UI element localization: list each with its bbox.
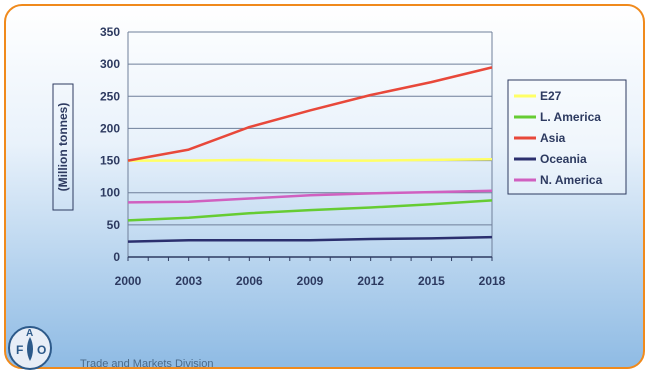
y-tick-label: 50	[107, 218, 121, 232]
y-tick-label: 0	[113, 250, 120, 264]
y-tick-label: 300	[100, 57, 120, 71]
svg-text:O: O	[37, 343, 46, 357]
chart-legend: E27 L. America Asia Oceania N. America	[507, 79, 627, 195]
chart-axes: 0 50 100 150 200 250 300 350 2000 2003 2006 2009 201…	[100, 25, 506, 288]
x-tick-label: 2012	[357, 274, 384, 288]
y-tick-label: 150	[100, 154, 120, 168]
legend-label: Asia	[540, 131, 566, 145]
series-line-l-america	[127, 199, 493, 222]
x-tick-label: 2015	[418, 274, 445, 288]
y-axis-label: (Million tonnes)	[56, 103, 70, 192]
series-line-oceania	[127, 235, 493, 243]
series-line-n-america	[127, 189, 493, 204]
x-tick-label: 2018	[479, 274, 506, 288]
y-tick-label: 350	[100, 25, 120, 39]
x-tick-label: 2000	[115, 274, 142, 288]
series-line-e27	[128, 158, 493, 162]
svg-text:A: A	[26, 328, 33, 339]
footer-division-text: Trade and Markets Division	[80, 358, 214, 370]
legend-label: Oceania	[540, 152, 587, 166]
x-tick-label: 2003	[175, 274, 202, 288]
y-tick-label: 200	[100, 121, 120, 135]
x-tick-label: 2009	[297, 274, 324, 288]
chart-series	[127, 66, 493, 243]
series-line-asia	[127, 66, 493, 162]
x-tick-label: 2006	[236, 274, 263, 288]
y-tick-label: 100	[100, 186, 120, 200]
y-axis-label-box: (Million tonnes)	[52, 83, 74, 211]
legend-label: N. America	[540, 173, 603, 187]
y-tick-label: 250	[100, 89, 120, 103]
slide-frame	[4, 4, 645, 369]
svg-text:F: F	[16, 343, 23, 357]
legend-label: E27	[540, 89, 562, 103]
legend-label: L. America	[540, 110, 601, 124]
fao-logo-icon: F A O	[6, 324, 54, 372]
